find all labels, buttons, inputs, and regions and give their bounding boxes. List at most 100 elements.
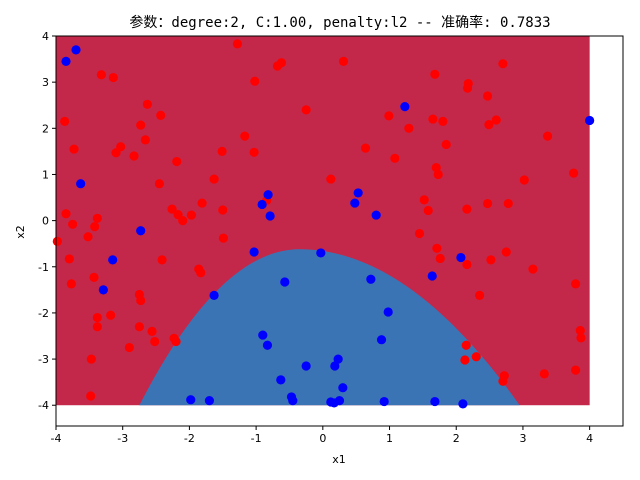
data-point-red [326,174,336,184]
data-point-red [86,391,96,401]
data-point-blue [71,45,81,55]
data-point-red [575,325,585,336]
data-point-red [52,236,62,246]
data-point-red [249,147,259,157]
data-point-red [576,333,586,343]
region-blue [139,249,520,406]
x-tick-label: 1 [386,432,393,445]
data-point-red [69,144,79,154]
data-point-blue [61,56,71,66]
data-point-blue [330,361,340,371]
data-point-red [209,174,219,184]
data-point-red [92,322,102,332]
y-tick-label: 2 [42,122,49,135]
data-point-red [498,59,508,69]
data-point-blue [249,247,259,257]
data-point-red [460,355,470,365]
data-point-red [86,354,96,364]
x-tick-label: -4 [51,432,62,445]
data-point-blue [353,188,363,198]
data-point-blue [288,396,298,406]
data-point-blue [280,277,290,287]
data-point-red [64,254,74,264]
data-point-blue [379,396,389,407]
data-point-blue [400,102,410,112]
data-point-red [484,120,494,130]
data-point-blue [136,226,146,236]
data-point-red [414,228,425,239]
data-point-red [482,91,493,101]
data-point-red [90,222,100,232]
data-point-blue [265,211,275,221]
data-point-red [83,232,93,242]
data-point-red [474,290,485,300]
data-point-red [172,156,182,167]
data-point-red [154,179,164,189]
data-point-red [89,272,99,282]
data-point-blue [76,179,86,189]
data-point-red [463,78,473,89]
data-point-red [501,247,511,257]
data-point-red [384,111,394,121]
data-point-blue [262,340,273,350]
data-point-blue [585,115,595,126]
data-point-red [571,365,581,375]
x-tick-label: -1 [251,432,262,445]
data-points [52,39,595,409]
data-point-red [543,131,553,141]
data-point-blue [350,198,360,208]
data-point-blue [427,271,437,281]
data-point-red [197,198,207,208]
data-point-blue [257,199,267,210]
data-point-red [482,198,493,209]
data-point-red [136,120,146,130]
data-point-red [129,151,139,161]
data-point-blue [458,399,468,409]
y-axis-label: x2 [14,225,27,239]
data-point-blue [430,396,440,407]
data-point-red [404,123,414,133]
data-point-red [134,322,144,332]
data-point-blue [258,330,268,340]
data-point-blue [186,395,196,405]
data-point-blue [316,248,326,258]
data-point-blue [371,210,381,220]
data-point-red [178,216,188,226]
data-point-blue [376,335,387,345]
data-point-red [423,205,433,216]
x-tick-label: -2 [184,432,195,445]
data-point-blue [366,274,376,284]
data-point-red [438,116,448,126]
data-point-red [428,114,438,124]
data-point-red [486,255,496,265]
data-point-red [571,279,581,289]
y-tick-label: 1 [42,168,49,181]
data-point-red [519,175,529,185]
data-point-red [338,56,349,66]
data-point-red [240,131,250,141]
y-tick-label: 3 [42,76,49,89]
data-point-red [232,39,243,49]
data-point-blue [204,396,215,406]
data-point-red [528,264,538,274]
data-point-blue [338,383,348,393]
data-point-red [157,255,167,265]
data-point-red [108,72,118,83]
data-point-red [539,369,549,379]
data-point-blue [333,354,343,364]
y-tick-label: 4 [42,30,49,43]
data-point-red [142,99,152,109]
data-point-red [218,233,229,243]
data-point-red [360,143,371,153]
data-point-red [250,76,260,86]
chart-title: 参数：degree:2, C:1.00, penalty:l2 -- 准确率: … [129,14,550,31]
data-point-blue [334,396,345,406]
x-tick-label: 3 [519,432,526,445]
data-point-red [92,213,102,223]
data-point-blue [456,252,466,263]
data-point-blue [263,190,273,200]
data-point-red [106,310,116,320]
y-tick-label: 0 [42,215,49,228]
data-point-red [96,70,106,80]
